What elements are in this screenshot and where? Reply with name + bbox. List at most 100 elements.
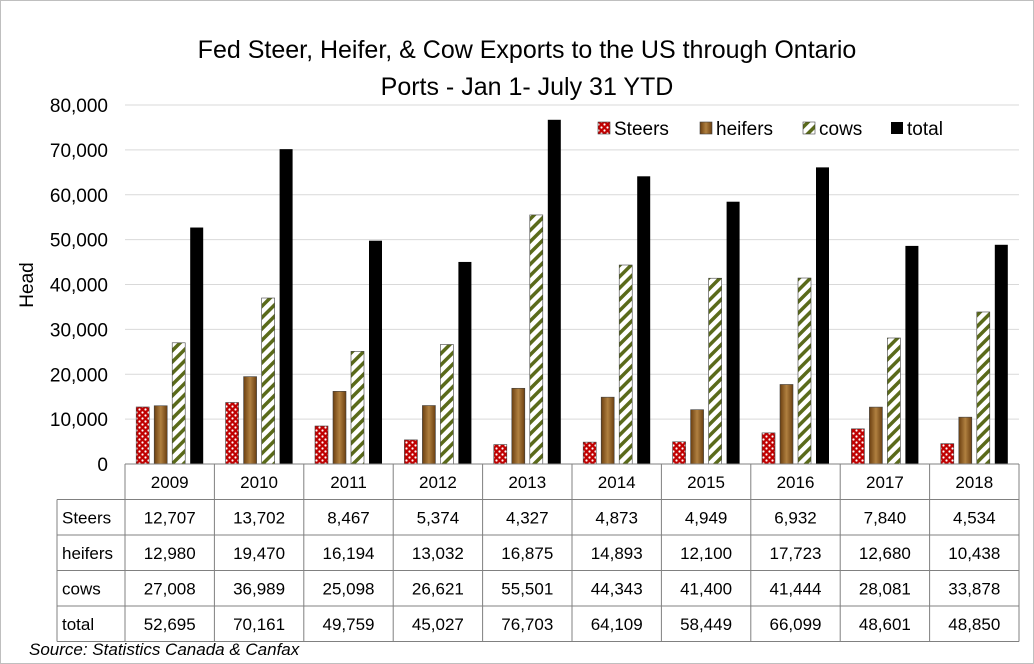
data-label: 36,989 xyxy=(233,580,285,599)
chart-title-line: Ports - Jan 1- July 31 YTD xyxy=(381,73,674,101)
table-series-label: total xyxy=(62,615,94,634)
data-label: 12,707 xyxy=(144,509,196,528)
data-label: 55,501 xyxy=(501,580,553,599)
data-label: 64,109 xyxy=(591,615,643,634)
x-tick-label: 2010 xyxy=(240,473,278,492)
bar-cows xyxy=(708,277,722,465)
bar-heifers xyxy=(690,409,704,465)
x-tick-label: 2009 xyxy=(151,473,189,492)
data-label: 52,695 xyxy=(144,615,196,634)
y-tick-label: 40,000 xyxy=(50,276,108,297)
bar-heifers xyxy=(332,391,347,465)
data-label: 13,702 xyxy=(233,509,285,528)
bar-total xyxy=(458,261,472,464)
bar-heifers xyxy=(153,405,168,465)
y-tick-label: 60,000 xyxy=(50,186,108,207)
legend-label: cows xyxy=(819,119,862,140)
legend-label: total xyxy=(907,119,943,140)
legend-label: Steers xyxy=(614,119,669,140)
bar-cows xyxy=(618,264,633,465)
data-label: 48,601 xyxy=(859,615,911,634)
bar-total xyxy=(279,149,293,464)
data-label: 17,723 xyxy=(770,544,822,563)
bar-total xyxy=(637,176,651,465)
data-label: 41,444 xyxy=(770,580,822,599)
x-tick-label: 2013 xyxy=(508,473,546,492)
bar-cows xyxy=(440,344,454,465)
data-label: 7,840 xyxy=(864,509,907,528)
data-label: 5,374 xyxy=(417,509,460,528)
data-label: 19,470 xyxy=(233,544,285,563)
data-label: 33,878 xyxy=(948,580,1000,599)
bar-heifers xyxy=(243,376,257,465)
bar-steers xyxy=(582,441,597,465)
bar-total xyxy=(994,244,1008,464)
data-label: 49,759 xyxy=(323,615,375,634)
data-label: 4,873 xyxy=(595,509,638,528)
data-label: 70,161 xyxy=(233,615,285,634)
bar-steers xyxy=(672,441,686,465)
bar-cows xyxy=(976,311,991,465)
bar-heifers xyxy=(511,387,526,465)
bar-cows xyxy=(261,297,275,465)
data-label: 58,449 xyxy=(680,615,732,634)
x-tick-label: 2014 xyxy=(598,473,636,492)
bar-cows xyxy=(171,342,186,465)
data-label: 44,343 xyxy=(591,580,643,599)
bar-steers xyxy=(314,425,329,465)
legend-swatch-heifers xyxy=(699,121,713,135)
bar-steers xyxy=(940,443,955,465)
bar-cows xyxy=(797,277,812,465)
bar-steers xyxy=(851,428,865,465)
data-label: 12,980 xyxy=(144,544,196,563)
table-series-label: Steers xyxy=(62,509,111,528)
table-series-label: heifers xyxy=(62,544,113,563)
y-tick-label: 70,000 xyxy=(50,141,108,162)
data-label: 48,850 xyxy=(948,615,1000,634)
bar-heifers xyxy=(958,416,973,465)
bar-cows xyxy=(529,214,544,465)
x-tick-label: 2012 xyxy=(419,473,457,492)
data-label: 13,032 xyxy=(412,544,464,563)
data-label: 4,949 xyxy=(685,509,728,528)
data-label: 41,400 xyxy=(680,580,732,599)
legend-label: heifers xyxy=(716,119,773,140)
y-axis-label: Head xyxy=(17,262,38,307)
bar-heifers xyxy=(422,405,436,465)
data-label: 66,099 xyxy=(770,615,822,634)
x-tick-label: 2018 xyxy=(955,473,993,492)
y-tick-label: 0 xyxy=(97,455,108,476)
x-tick-label: 2015 xyxy=(687,473,725,492)
data-label: 14,893 xyxy=(591,544,643,563)
y-tick-label: 10,000 xyxy=(50,410,108,431)
bar-cows xyxy=(350,351,365,465)
data-label: 27,008 xyxy=(144,580,196,599)
bar-total xyxy=(190,227,204,464)
chart-title-line: Fed Steer, Heifer, & Cow Exports to the … xyxy=(198,36,857,64)
data-label: 4,327 xyxy=(506,509,549,528)
legend-swatch-total xyxy=(891,122,903,134)
data-label: 25,098 xyxy=(323,580,375,599)
bar-steers xyxy=(761,432,776,465)
bar-total xyxy=(547,119,561,464)
x-tick-label: 2011 xyxy=(330,473,367,492)
bar-cows xyxy=(887,337,901,465)
data-label: 16,194 xyxy=(323,544,375,563)
bar-heifers xyxy=(869,406,883,465)
legend-swatch-cows xyxy=(802,121,816,135)
data-label: 45,027 xyxy=(412,615,464,634)
bar-total xyxy=(905,245,919,464)
data-label: 10,438 xyxy=(948,544,1000,563)
data-label: 8,467 xyxy=(327,509,370,528)
bar-total xyxy=(726,201,740,464)
source-note: Source: Statistics Canada & Canfax xyxy=(29,640,300,659)
bar-total xyxy=(816,167,829,464)
data-label: 28,081 xyxy=(859,580,911,599)
data-label: 12,680 xyxy=(859,544,911,563)
x-tick-label: 2016 xyxy=(777,473,815,492)
bar-total xyxy=(369,240,382,464)
y-tick-label: 20,000 xyxy=(50,365,108,386)
y-tick-label: 30,000 xyxy=(50,320,108,341)
x-tick-label: 2017 xyxy=(866,473,904,492)
